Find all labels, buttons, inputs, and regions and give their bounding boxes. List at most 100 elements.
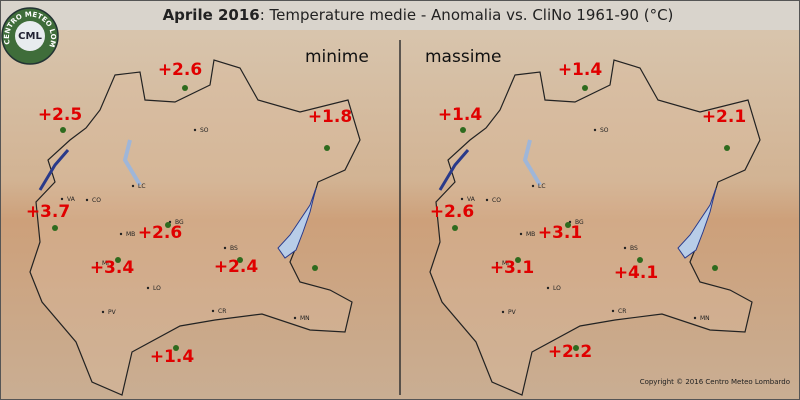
anomaly-label: +2.5 (38, 105, 82, 125)
station-dot (452, 225, 458, 231)
station-dot (637, 257, 643, 263)
station-dot (573, 345, 579, 351)
city-dot (495, 261, 499, 265)
city-dot (460, 197, 464, 201)
city-label: CR (618, 308, 626, 315)
station-dot (460, 127, 466, 133)
city-label: PV (108, 309, 117, 316)
region-outline (29, 59, 361, 396)
lake (122, 139, 142, 187)
city-dot (531, 184, 535, 188)
station-dot (712, 265, 718, 271)
title-bar (0, 0, 800, 30)
station-dot (182, 85, 188, 91)
station-dot (565, 222, 571, 228)
station-dot (165, 222, 171, 228)
city-label: BS (230, 245, 238, 252)
anomaly-label: +1.8 (308, 107, 352, 127)
anomaly-label: +2.2 (548, 342, 592, 362)
city-label: LO (553, 285, 561, 292)
anomaly-label: +2.4 (214, 257, 259, 277)
city-label: BS (630, 245, 638, 252)
region-outline (429, 59, 761, 396)
city-dot (485, 198, 489, 202)
city-dot (623, 246, 627, 250)
anomaly-label: +1.4 (558, 60, 603, 80)
city-label: VA (67, 196, 76, 203)
city-label: LC (138, 183, 146, 190)
station-dot (324, 145, 330, 151)
anomaly-label: +3.4 (90, 258, 135, 278)
city-dot (131, 184, 135, 188)
city-label: CR (218, 308, 226, 315)
city-label: MN (300, 315, 310, 322)
lake (522, 139, 542, 187)
anomaly-label: +2.6 (430, 202, 474, 222)
city-label: LC (538, 183, 546, 190)
city-label: MI (502, 260, 509, 267)
station-dot (115, 257, 121, 263)
city-dot (211, 309, 215, 313)
city-label: LO (153, 285, 161, 292)
city-label: MB (526, 231, 535, 238)
station-dot (312, 265, 318, 271)
city-label: MB (126, 231, 135, 238)
station-dot (582, 85, 588, 91)
panels: minime SO LC CO VA BG MB BS MI LO CR PV MN +2.6 +2.5 +1… (26, 47, 761, 396)
city-dot (119, 232, 123, 236)
station-dot (515, 257, 521, 263)
city-label: VA (467, 196, 476, 203)
city-label: BG (575, 219, 584, 226)
anomaly-label: +4.1 (614, 263, 658, 283)
panel-label: minime (305, 47, 369, 67)
station-dot (52, 225, 58, 231)
city-label: PV (508, 309, 517, 316)
anomaly-label: +2.6 (138, 223, 182, 243)
logo-center (15, 21, 45, 51)
copyright: Copyright © 2016 Centro Meteo Lombardo (640, 378, 790, 386)
city-label: MN (700, 315, 710, 322)
city-dot (501, 310, 505, 314)
city-label: BG (175, 219, 184, 226)
title: Aprile 2016: Temperature medie - Anomali… (163, 6, 674, 24)
city-dot (193, 128, 197, 132)
city-label: SO (600, 127, 609, 134)
station-dot (60, 127, 66, 133)
city-dot (693, 316, 697, 320)
city-dot (593, 128, 597, 132)
logo-text: CML (18, 31, 42, 42)
city-label: CO (492, 197, 501, 204)
city-dot (611, 309, 615, 313)
city-label: CO (92, 197, 101, 204)
city-dot (85, 198, 89, 202)
anomaly-label: +1.4 (150, 347, 195, 367)
city-dot (101, 310, 105, 314)
city-dot (293, 316, 297, 320)
station-dot (237, 257, 243, 263)
city-dot (546, 286, 550, 290)
city-label: MI (102, 260, 109, 267)
anomaly-label: +3.7 (26, 202, 70, 222)
city-dot (223, 246, 227, 250)
anomaly-label: +3.1 (490, 258, 534, 278)
anomaly-label: +2.6 (158, 60, 202, 80)
anomaly-label: +2.1 (702, 107, 746, 127)
anomaly-label: +1.4 (438, 105, 483, 125)
lake (38, 149, 70, 191)
city-dot (95, 261, 99, 265)
map-panel: minime SO LC CO VA BG MB BS MI LO CR PV MN +2.6 +2.5 +1… (26, 47, 369, 396)
city-dot (60, 197, 64, 201)
title-rest: : Temperature medie - Anomalia vs. CliNo… (260, 6, 674, 24)
station-dot (724, 145, 730, 151)
lake (677, 187, 717, 259)
anomaly-label: +3.1 (538, 223, 582, 243)
panel-label: massime (425, 47, 501, 67)
city-label: SO (200, 127, 209, 134)
title-bold: Aprile 2016 (163, 6, 260, 24)
lake (438, 149, 470, 191)
map-panel: massime SO LC CO VA BG MB BS MI LO CR PV MN +1.4 +1.4 +… (425, 47, 761, 396)
city-dot (146, 286, 150, 290)
lake (277, 187, 317, 259)
station-dot (173, 345, 179, 351)
